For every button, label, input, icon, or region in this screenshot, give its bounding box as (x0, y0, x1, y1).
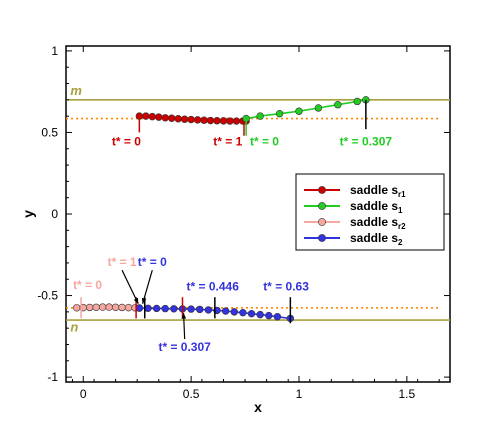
annotation-label: t* = 0.446 (187, 280, 240, 294)
data-point-s_1 (256, 112, 264, 120)
annotation-label: t* = 0 (250, 134, 279, 148)
data-point-s_2 (230, 308, 238, 316)
x-tick-label: 1 (296, 387, 303, 401)
y-tick-label: -1 (47, 370, 58, 384)
x-tick-label: 1.5 (399, 387, 416, 401)
annotation-arrow-head (133, 297, 139, 304)
series-line-s_1 (245, 99, 367, 120)
data-point-s_1 (275, 109, 284, 118)
legend-entry-subscript: 2 (398, 238, 403, 247)
data-point-s_2 (144, 304, 152, 312)
data-point-s_1 (314, 104, 323, 112)
data-point-s_r2 (118, 303, 126, 312)
data-point-s_1 (334, 101, 342, 109)
hline-label-n: n (70, 319, 78, 334)
annotation-arrow-head (141, 297, 147, 304)
x-tick-label: 0.5 (183, 387, 200, 401)
data-point-s_2 (273, 313, 282, 321)
annotation-arrow-line (121, 269, 139, 305)
data-point-s_r1 (168, 114, 176, 122)
legend-entry-subscript: 1 (398, 206, 403, 215)
annotation-arrow-head (181, 313, 187, 319)
hline-labels: mn (70, 83, 82, 335)
data-point-s_2 (247, 309, 256, 318)
data-point-s_2 (152, 304, 161, 313)
data-point-s_r1 (180, 115, 189, 123)
data-point-s_r1 (206, 116, 215, 125)
data-point-s_2 (265, 311, 273, 320)
legend-entry-subscript: r1 (398, 190, 406, 199)
data-point-s_1 (295, 107, 303, 115)
data-point-s_r1 (142, 112, 150, 120)
data-point-s_2 (187, 305, 195, 313)
series-group (73, 96, 370, 323)
data-point-s_2 (196, 305, 204, 314)
data-point-s_2 (135, 304, 144, 312)
legend-marker (318, 218, 326, 226)
annotation-label: t* = 0.63 (263, 280, 309, 294)
x-tick-label: 0 (80, 387, 87, 401)
legend-entry-label: saddle s2 (350, 231, 403, 247)
data-point-s_r1 (148, 112, 156, 121)
data-point-s_r1 (219, 117, 228, 125)
data-point-s_2 (221, 307, 230, 315)
data-point-s_1 (353, 97, 361, 106)
y-axis-label: y (20, 210, 36, 218)
data-point-s_r2 (98, 303, 107, 311)
data-point-s_r1 (226, 117, 234, 125)
annotation-label: t* = 1 (108, 255, 137, 269)
annotation-label: t* = 0.307 (340, 134, 393, 148)
annotation-label: t* = 0.307 (158, 340, 211, 354)
data-point-s_2 (204, 306, 213, 314)
legend-entry-label: saddle sr2 (350, 215, 406, 231)
annotation-label: t* = 0 (112, 134, 141, 148)
data-point-s_r1 (232, 117, 241, 125)
data-point-s_r1 (174, 115, 182, 123)
horizontal-lines (66, 99, 450, 321)
data-point-s_r2 (92, 303, 100, 311)
data-point-s_r1 (193, 116, 202, 124)
data-point-s_r2 (111, 303, 120, 311)
y-tick-label: 1 (51, 44, 58, 58)
legend-marker (318, 234, 326, 242)
y-ticks: -1 -0.5 0 0.5 1 (37, 44, 450, 384)
data-point-s_r2 (86, 303, 94, 312)
legend-marker (318, 202, 326, 210)
x-axis-label: x (254, 399, 262, 415)
data-point-s_r2 (124, 303, 133, 312)
annotation-arrow-line (142, 270, 153, 304)
data-point-s_r2 (105, 303, 113, 311)
data-point-s_2 (161, 304, 169, 313)
legend-entry-label: saddle sr1 (350, 183, 406, 199)
y-tick-label: 0 (51, 207, 58, 221)
data-point-s_r1 (161, 114, 169, 122)
data-point-s_2 (170, 305, 178, 313)
hline-label-m: m (70, 83, 82, 98)
data-point-s_r1 (155, 113, 163, 121)
data-point-s_2 (256, 310, 264, 319)
data-point-s_2 (239, 308, 247, 317)
y-tick-label: 0.5 (41, 125, 58, 139)
data-point-s_r1 (213, 117, 221, 125)
legend-entry-subscript: r2 (398, 222, 406, 231)
data-point-s_r2 (73, 304, 81, 312)
y-tick-label: -0.5 (37, 289, 58, 303)
annotation-label: t* = 1 (213, 134, 242, 148)
legend-marker (318, 186, 326, 194)
legend-entry-label: saddle s1 (350, 199, 403, 215)
x-ticks: 0 0.5 1 1.5 (71, 46, 440, 401)
annotation-label: t* = 0 (73, 278, 102, 292)
annotation-label: t* = 0 (138, 255, 167, 269)
data-point-s_r1 (200, 116, 208, 124)
data-point-s_r1 (187, 115, 195, 124)
